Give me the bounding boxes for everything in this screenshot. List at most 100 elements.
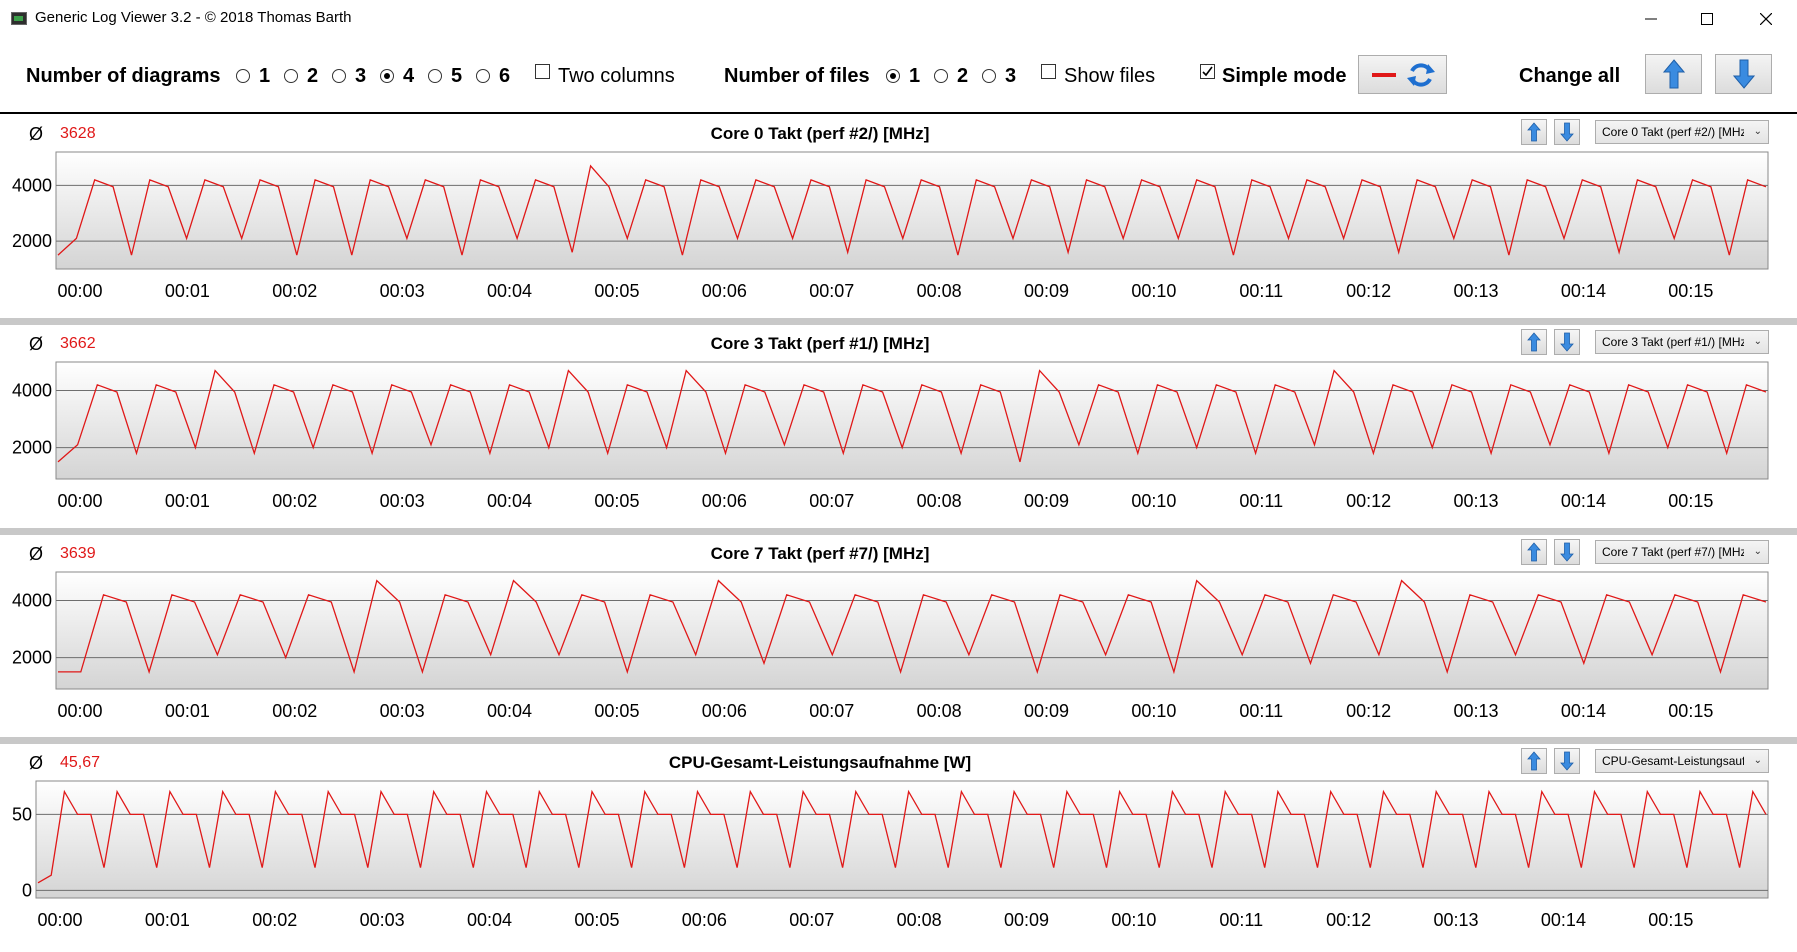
average-symbol: Ø bbox=[29, 753, 44, 773]
x-tick-label: 00:07 bbox=[809, 701, 854, 721]
simple-mode-checkbox[interactable] bbox=[1200, 64, 1215, 79]
x-tick-label: 00:15 bbox=[1668, 701, 1713, 721]
x-tick-label: 00:03 bbox=[380, 281, 425, 301]
radio-circle-checked bbox=[886, 69, 900, 83]
x-tick-label: 00:00 bbox=[57, 281, 102, 301]
x-tick-label: 00:08 bbox=[917, 491, 962, 511]
chevron-down-icon: ⌄ bbox=[1753, 336, 1762, 347]
maximize-button[interactable] bbox=[1678, 0, 1736, 38]
x-tick-label: 00:11 bbox=[1239, 701, 1283, 721]
panel-separator bbox=[0, 318, 1797, 325]
x-tick-label: 00:04 bbox=[487, 701, 532, 721]
x-tick-label: 00:04 bbox=[487, 281, 532, 301]
line-color-button[interactable] bbox=[1358, 55, 1447, 94]
series-line bbox=[57, 369, 1767, 463]
x-tick-label: 00:05 bbox=[594, 701, 639, 721]
move-all-down-button[interactable] bbox=[1715, 54, 1772, 94]
arrow-down-icon bbox=[1732, 59, 1755, 89]
x-tick-label: 00:07 bbox=[789, 910, 834, 930]
y-tick-label: 4000 bbox=[12, 175, 52, 195]
average-value: 3639 bbox=[60, 545, 96, 562]
x-tick-label: 00:02 bbox=[272, 701, 317, 721]
channel-select-value: CPU-Gesamt-Leistungsaufnahme [W] bbox=[1602, 754, 1744, 768]
files-radio-2[interactable] bbox=[934, 66, 954, 86]
diagrams-radio-4-label: 4 bbox=[403, 65, 415, 87]
show-files-checkbox[interactable] bbox=[1041, 64, 1056, 79]
two-columns-checkbox[interactable] bbox=[535, 64, 550, 79]
diagrams-radio-5[interactable] bbox=[428, 66, 448, 86]
diagrams-radio-2[interactable] bbox=[284, 66, 304, 86]
channel-select-value: Core 0 Takt (perf #2/) [MHz] bbox=[1602, 125, 1744, 139]
plot-area bbox=[35, 780, 1769, 899]
x-tick-label: 00:13 bbox=[1454, 491, 1499, 511]
y-tick-label: 2000 bbox=[12, 231, 52, 251]
diagrams-radio-3[interactable] bbox=[332, 66, 352, 86]
plot-area bbox=[55, 571, 1769, 690]
panel-move-up-button[interactable] bbox=[1521, 329, 1547, 355]
diagrams-radio-6[interactable] bbox=[476, 66, 496, 86]
x-tick-label: 00:09 bbox=[1004, 910, 1049, 930]
maximize-icon bbox=[1701, 13, 1713, 25]
x-tick-label: 00:07 bbox=[809, 281, 854, 301]
x-tick-label: 00:15 bbox=[1668, 491, 1713, 511]
radio-circle bbox=[476, 69, 490, 83]
color-swap-icon bbox=[1371, 62, 1435, 87]
close-button[interactable] bbox=[1737, 0, 1795, 38]
radio-circle bbox=[982, 69, 996, 83]
move-all-up-button[interactable] bbox=[1645, 54, 1702, 94]
chevron-down-icon: ⌄ bbox=[1753, 755, 1762, 766]
x-tick-label: 00:00 bbox=[57, 701, 102, 721]
x-tick-label: 00:02 bbox=[252, 910, 297, 930]
x-tick-label: 00:13 bbox=[1434, 910, 1479, 930]
panel-move-up-button[interactable] bbox=[1521, 119, 1547, 145]
average-value: 3662 bbox=[60, 335, 96, 352]
diagrams-radio-1[interactable] bbox=[236, 66, 256, 86]
x-tick-label: 00:12 bbox=[1326, 910, 1371, 930]
panel-title: Core 3 Takt (perf #1/) [MHz] bbox=[710, 334, 930, 353]
diagrams-radio-2-label: 2 bbox=[307, 65, 319, 87]
x-tick-label: 00:06 bbox=[682, 910, 727, 930]
panel-move-up-button[interactable] bbox=[1521, 539, 1547, 565]
x-tick-label: 00:10 bbox=[1111, 910, 1156, 930]
panel-move-down-button[interactable] bbox=[1554, 748, 1580, 774]
average-symbol: Ø bbox=[29, 124, 44, 144]
arrow-up-icon bbox=[1527, 122, 1541, 142]
plot-area bbox=[55, 361, 1769, 480]
channel-select[interactable]: Core 3 Takt (perf #1/) [MHz] ⌄ bbox=[1595, 330, 1769, 354]
channel-select[interactable]: CPU-Gesamt-Leistungsaufnahme [W] ⌄ bbox=[1595, 749, 1769, 773]
x-tick-label: 00:00 bbox=[57, 491, 102, 511]
radio-circle bbox=[428, 69, 442, 83]
diagrams-label: Number of diagrams bbox=[26, 65, 221, 87]
average-symbol: Ø bbox=[29, 544, 44, 564]
minimize-button[interactable] bbox=[1622, 0, 1680, 38]
channel-select[interactable]: Core 7 Takt (perf #7/) [MHz] ⌄ bbox=[1595, 540, 1769, 564]
diagrams-radio-4[interactable] bbox=[380, 66, 400, 86]
two-columns-label: Two columns bbox=[558, 65, 675, 87]
x-tick-label: 00:01 bbox=[165, 491, 210, 511]
x-tick-label: 00:11 bbox=[1219, 910, 1263, 930]
arrow-up-icon bbox=[1527, 332, 1541, 352]
arrow-down-icon bbox=[1560, 122, 1574, 142]
files-radio-1[interactable] bbox=[886, 66, 906, 86]
x-tick-label: 00:02 bbox=[272, 491, 317, 511]
channel-select[interactable]: Core 0 Takt (perf #2/) [MHz] ⌄ bbox=[1595, 120, 1769, 144]
x-tick-label: 00:03 bbox=[380, 701, 425, 721]
x-tick-label: 00:12 bbox=[1346, 281, 1391, 301]
x-tick-label: 00:01 bbox=[165, 701, 210, 721]
radio-circle bbox=[332, 69, 346, 83]
x-tick-label: 00:11 bbox=[1239, 281, 1283, 301]
x-tick-label: 00:02 bbox=[272, 281, 317, 301]
panel-move-down-button[interactable] bbox=[1554, 539, 1580, 565]
chart: 2000 4000 00:00 00:01 00:02 00:03 00:04 00:05 00… bbox=[12, 151, 1769, 301]
files-radio-3[interactable] bbox=[982, 66, 1002, 86]
x-tick-label: 00:07 bbox=[809, 491, 854, 511]
y-tick-label: 0 bbox=[22, 880, 32, 900]
simple-mode-label: Simple mode bbox=[1222, 65, 1347, 87]
panel-move-down-button[interactable] bbox=[1554, 329, 1580, 355]
series-line bbox=[37, 789, 1767, 884]
x-tick-label: 00:15 bbox=[1648, 910, 1693, 930]
diagrams-radio-6-label: 6 bbox=[499, 65, 511, 87]
x-tick-label: 00:00 bbox=[37, 910, 82, 930]
panel-move-down-button[interactable] bbox=[1554, 119, 1580, 145]
panel-move-up-button[interactable] bbox=[1521, 748, 1547, 774]
